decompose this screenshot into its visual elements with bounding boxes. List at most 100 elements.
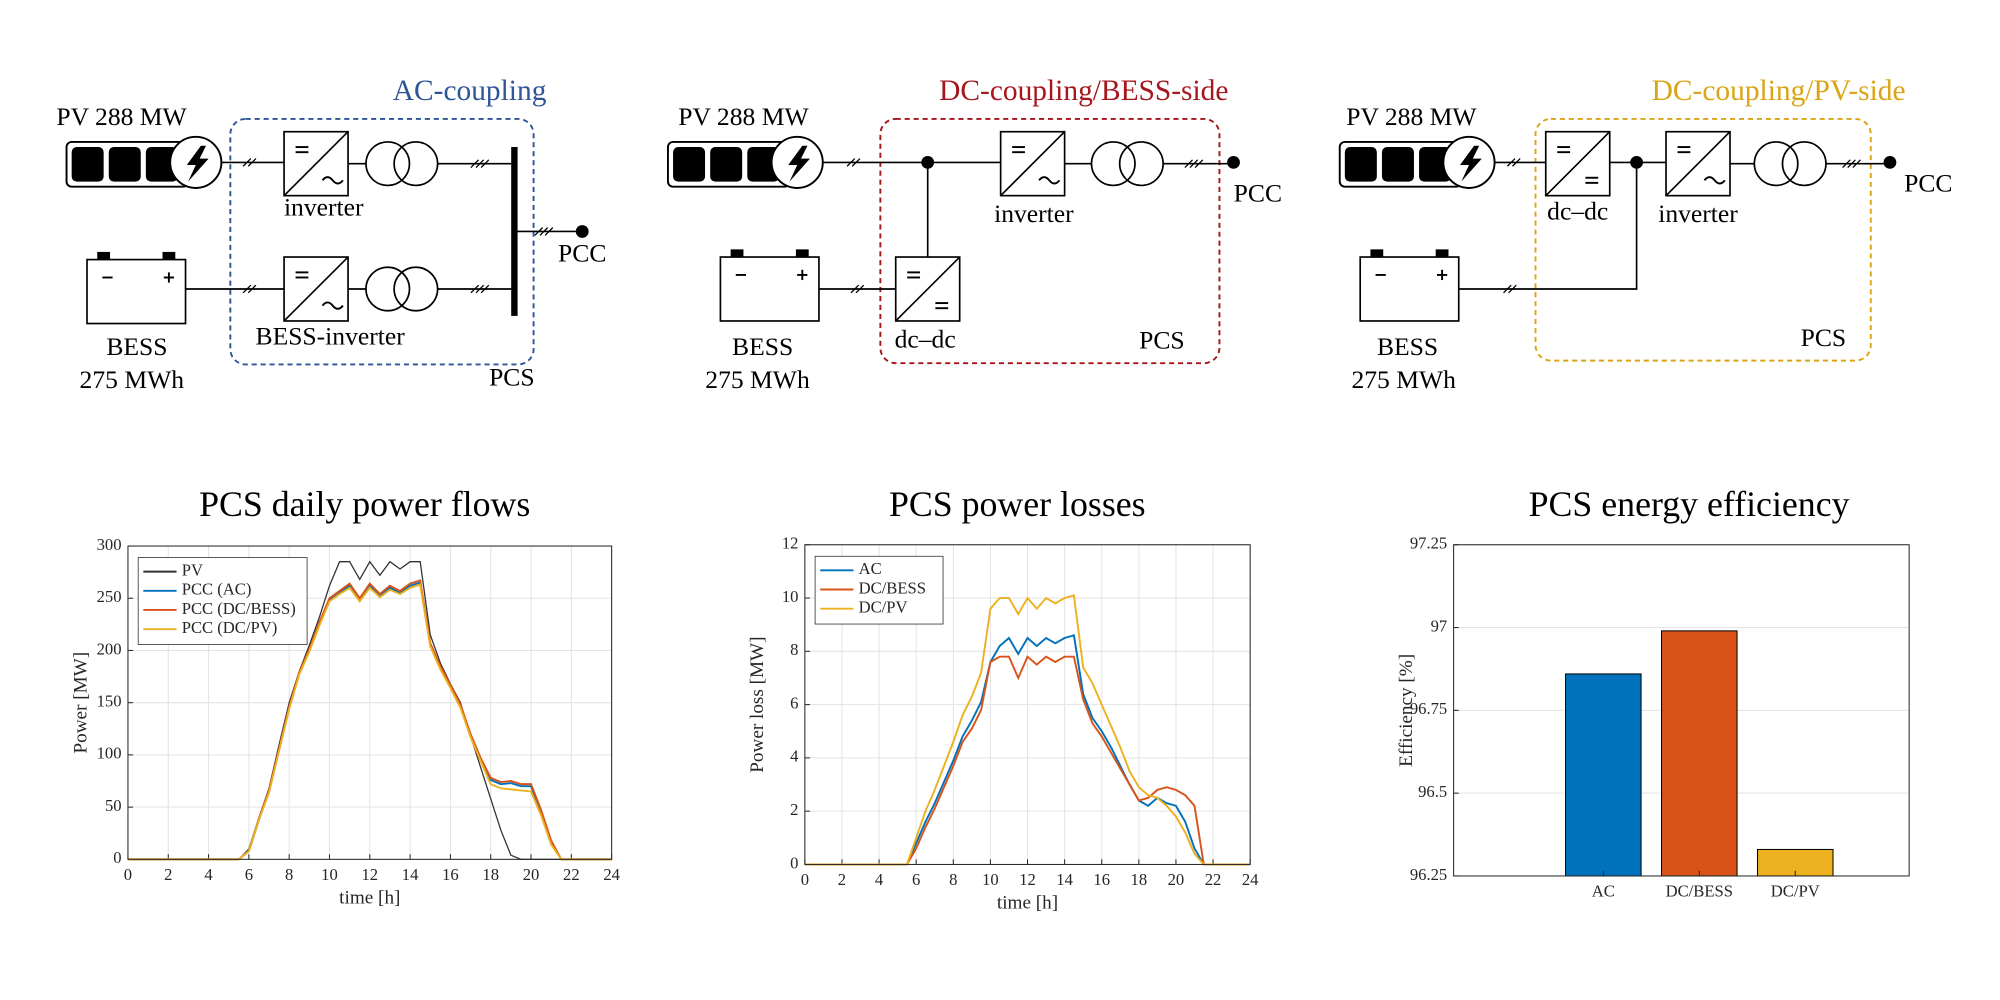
junction xyxy=(1630,156,1643,169)
x-tick-label: 8 xyxy=(949,870,957,889)
y-tick-label: 4 xyxy=(790,747,799,766)
y-axis-label: Power loss [MW] xyxy=(747,636,768,772)
pv-label: PV 288 MW xyxy=(678,102,809,131)
pcs-box xyxy=(879,117,1221,365)
legend-label: PCC (DC/PV) xyxy=(182,618,278,637)
transformer xyxy=(365,141,439,187)
chart-title: PCS energy efficiency xyxy=(1529,484,1850,524)
x-tick-label: 2 xyxy=(164,865,172,884)
legend-label: PCC (DC/BESS) xyxy=(182,599,296,618)
y-tick-label: 2 xyxy=(790,800,798,819)
x-tick-label: 2 xyxy=(838,870,846,889)
y-tick-label: 8 xyxy=(790,640,798,659)
converter-label: dc–dc xyxy=(895,324,956,353)
converter-label: inverter xyxy=(284,193,364,222)
x-tick-label: DC/BESS xyxy=(1666,881,1733,900)
pv-array xyxy=(666,135,824,189)
x-tick-label: 0 xyxy=(801,870,809,889)
bess-label: BESS xyxy=(732,332,793,361)
x-tick-label: 4 xyxy=(204,865,213,884)
pcs-box xyxy=(229,117,535,366)
converter-label: dc–dc xyxy=(1547,196,1608,225)
pcc-node xyxy=(575,225,589,238)
dcdc-symbol xyxy=(1544,130,1611,197)
axes-frame xyxy=(804,544,1251,865)
pv-array xyxy=(65,135,223,189)
y-tick-label: 6 xyxy=(790,693,798,712)
x-tick-label: 4 xyxy=(875,870,884,889)
inverter-symbol xyxy=(283,130,350,197)
pcs-box xyxy=(1534,117,1872,362)
junction xyxy=(921,156,935,169)
y-tick-label: 0 xyxy=(790,853,798,872)
y-tick-label: 96.75 xyxy=(1410,699,1447,718)
legend-label: DC/PV xyxy=(859,598,908,617)
x-tick-label: 18 xyxy=(482,865,499,884)
capacity-label: 275 MWh xyxy=(80,365,185,394)
diagram-title: AC-coupling xyxy=(393,75,547,107)
pv-array xyxy=(1338,135,1496,189)
y-tick-label: 96.25 xyxy=(1410,865,1447,884)
dcdc-symbol xyxy=(894,256,961,322)
inverter-symbol xyxy=(999,130,1066,197)
y-tick-label: 97 xyxy=(1431,616,1448,635)
capacity-label: 275 MWh xyxy=(705,365,810,394)
x-axis-label: time [h] xyxy=(997,893,1058,914)
y-axis-label: Power [MW] xyxy=(70,652,91,754)
pcc-node xyxy=(1883,156,1897,169)
converter-label: inverter xyxy=(1658,199,1738,228)
bar xyxy=(1565,673,1642,877)
transformer xyxy=(1090,141,1164,187)
converter-label: BESS-inverter xyxy=(256,322,406,351)
bar xyxy=(1661,630,1738,877)
y-tick-label: 100 xyxy=(97,744,122,763)
x-tick-label: 22 xyxy=(563,865,580,884)
legend-label: AC xyxy=(859,559,882,578)
diagram-ac: AC-coupling PV 288 MW inverter BESS-inve… xyxy=(56,75,606,394)
y-tick-label: 300 xyxy=(97,535,122,554)
y-tick-label: 97.25 xyxy=(1410,534,1447,553)
chart-title: PCS daily power flows xyxy=(199,484,530,524)
wire xyxy=(1454,162,1638,290)
x-tick-label: 6 xyxy=(912,870,920,889)
y-tick-label: 10 xyxy=(782,587,799,606)
inverter-symbol xyxy=(1665,130,1731,197)
x-tick-label: 16 xyxy=(442,865,459,884)
inverter-symbol xyxy=(283,256,350,322)
y-tick-label: 200 xyxy=(97,639,122,658)
y-tick-label: 12 xyxy=(782,534,799,553)
bess-label: BESS xyxy=(106,332,167,361)
transformer xyxy=(1753,141,1827,187)
diagram-title: DC-coupling/BESS-side xyxy=(939,75,1228,107)
diagram-title: DC-coupling/PV-side xyxy=(1652,75,1906,107)
x-tick-label: 16 xyxy=(1093,870,1110,889)
pv-label: PV 288 MW xyxy=(56,102,187,131)
x-tick-label: 10 xyxy=(982,870,999,889)
pcc-label: PCC xyxy=(558,239,606,268)
y-tick-label: 50 xyxy=(105,796,122,815)
x-tick-label: 14 xyxy=(402,865,419,884)
y-tick-label: 250 xyxy=(97,587,122,606)
x-tick-label: 8 xyxy=(285,865,293,884)
diagram-dc-pv: DC-coupling/PV-side PV 288 MW dc–dc inve… xyxy=(1338,75,1953,394)
converter-label: inverter xyxy=(994,199,1074,228)
x-tick-label: 14 xyxy=(1056,870,1073,889)
x-tick-label: 0 xyxy=(124,865,132,884)
x-tick-label: 20 xyxy=(1168,870,1185,889)
charts: PCS daily power flows0501001502002503000… xyxy=(70,484,1910,914)
x-tick-label: 6 xyxy=(245,865,253,884)
chart-title: PCS power losses xyxy=(889,484,1146,524)
y-tick-label: 150 xyxy=(97,692,122,711)
pv-label: PV 288 MW xyxy=(1346,102,1477,131)
legend-label: PCC (AC) xyxy=(182,580,252,599)
x-tick-label: 12 xyxy=(1019,870,1036,889)
axes-frame xyxy=(127,545,613,860)
x-tick-label: 24 xyxy=(603,865,620,884)
diagram-dc-bess: DC-coupling/BESS-side PV 288 MW inverter… xyxy=(666,75,1282,394)
capacity-label: 275 MWh xyxy=(1351,365,1456,394)
battery xyxy=(86,250,187,325)
x-tick-label: 18 xyxy=(1131,870,1148,889)
legend-label: PV xyxy=(182,560,203,579)
x-axis-label: time [h] xyxy=(339,887,400,908)
